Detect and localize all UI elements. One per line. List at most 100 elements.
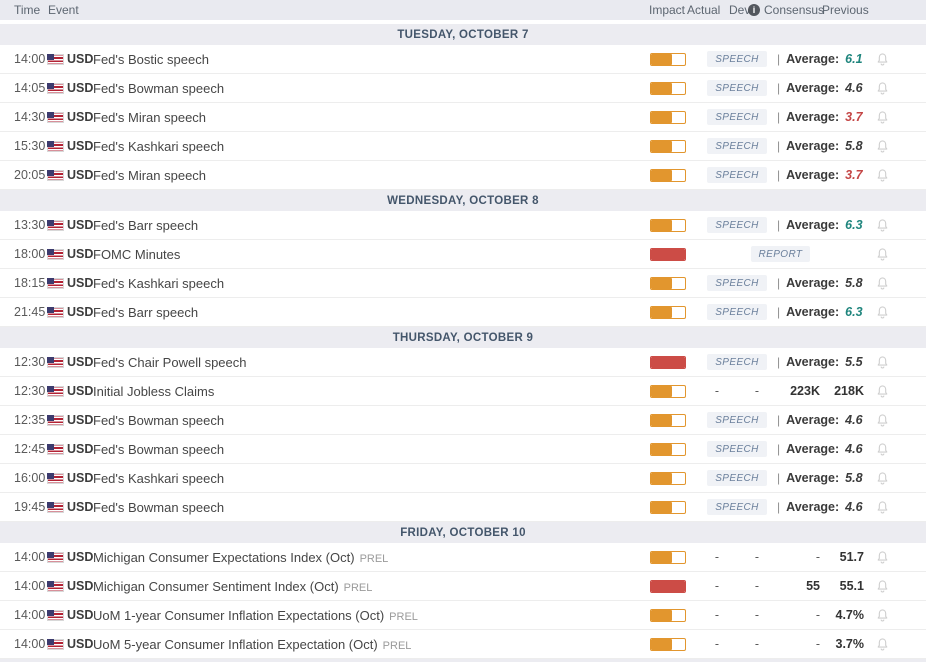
badge-wrap: SPEECH (697, 80, 777, 96)
notification-bell-button[interactable] (864, 579, 900, 594)
notification-bell-button[interactable] (864, 218, 900, 233)
prel-tag: PREL (343, 581, 373, 594)
consensus-value: 55 (806, 579, 820, 593)
event-row[interactable]: 14:05 USD Fed's Bowman speech SPEECH | Averag… (0, 74, 926, 103)
badge-wrap: SPEECH (697, 499, 777, 515)
notification-bell-button[interactable] (864, 276, 900, 291)
impact-medium-indicator (650, 110, 686, 124)
event-row[interactable]: 15:30 USD Fed's Kashkari speech SPEECH | Aver… (0, 132, 926, 161)
event-name[interactable]: Fed's Kashkari speech (93, 276, 650, 291)
notification-bell-button[interactable] (864, 500, 900, 515)
notification-bell-button[interactable] (864, 355, 900, 370)
notification-bell-button[interactable] (864, 471, 900, 486)
event-row[interactable]: 14:00 USD Fed's Bostic speech SPEECH | Averag… (0, 45, 926, 74)
event-name-text: Fed's Kashkari speech (93, 138, 225, 154)
date-label: THURSDAY, OCTOBER 9 (392, 331, 534, 344)
event-name[interactable]: UoM 5-year Consumer Inflation Expectatio… (93, 637, 650, 652)
event-name-text: Initial Jobless Claims (93, 383, 215, 399)
event-row[interactable]: 12:45 USD Fed's Bowman speech SPEECH | Averag… (0, 435, 926, 464)
event-row[interactable]: 14:00 USD Michigan Consumer Expectations I… (0, 543, 926, 572)
notification-bell-button[interactable] (864, 247, 900, 262)
notification-bell-button[interactable] (864, 139, 900, 154)
us-flag-icon (47, 609, 64, 621)
event-name[interactable]: Michigan Consumer Expectations Index (Oc… (93, 550, 650, 565)
average-group: | Average: 5.5 (777, 355, 864, 369)
event-name[interactable]: Fed's Chair Powell speech (93, 355, 650, 370)
event-row[interactable]: 21:45 USD Fed's Barr speech SPEECH | Average:… (0, 298, 926, 327)
event-name[interactable]: Fed's Bowman speech (93, 81, 650, 96)
notification-bell-button[interactable] (864, 305, 900, 320)
event-time: 14:30 (14, 110, 46, 124)
bell-icon (877, 110, 887, 123)
event-name[interactable]: Fed's Kashkari speech (93, 139, 650, 154)
event-name[interactable]: Fed's Bowman speech (93, 442, 650, 457)
bell-icon (877, 442, 887, 455)
event-time: 14:05 (14, 81, 46, 95)
event-name-text: Fed's Bowman speech (93, 499, 225, 515)
values-group: SPEECH | Average: 5.8 (697, 275, 864, 291)
event-name[interactable]: Fed's Kashkari speech (93, 471, 650, 486)
event-row[interactable]: 14:30 USD Fed's Miran speech SPEECH | Average… (0, 103, 926, 132)
event-row[interactable]: 18:15 USD Fed's Kashkari speech SPEECH | Aver… (0, 269, 926, 298)
event-row[interactable]: 12:30 USD Initial Jobless Claims - - 223K 218K (0, 377, 926, 406)
notification-bell-button[interactable] (864, 52, 900, 67)
event-row[interactable]: 20:05 USD Fed's Miran speech SPEECH | Average… (0, 161, 926, 190)
event-row[interactable]: 14:00 USD Michigan Consumer Sentiment Inde… (0, 572, 926, 601)
average-group: | Average: 5.8 (777, 139, 864, 153)
average-value: 6.1 (845, 52, 863, 66)
event-row[interactable]: 13:30 USD Fed's Barr speech SPEECH | Average:… (0, 211, 926, 240)
currency-code: USD (67, 471, 94, 485)
previous-value: 4.7% (835, 608, 865, 622)
us-flag-icon (47, 551, 64, 563)
notification-bell-button[interactable] (864, 550, 900, 565)
notification-bell-button[interactable] (864, 110, 900, 125)
event-row[interactable]: 19:45 USD Fed's Bowman speech SPEECH | Averag… (0, 493, 926, 522)
currency-code: USD (67, 608, 94, 622)
event-row[interactable]: 12:30 USD Fed's Chair Powell speech SPEECH |… (0, 348, 926, 377)
event-name-text: Fed's Chair Powell speech (93, 354, 247, 370)
event-row[interactable]: 14:00 USD UoM 1-year Consumer Inflation Ex… (0, 601, 926, 630)
notification-bell-button[interactable] (864, 384, 900, 399)
notification-bell-button[interactable] (864, 413, 900, 428)
event-row[interactable]: 16:00 USD Fed's Kashkari speech SPEECH | Aver… (0, 464, 926, 493)
deviation-value: - (754, 637, 760, 651)
event-row[interactable]: 18:00 USD FOMC Minutes REPORT (0, 240, 926, 269)
average-label: Average: (786, 168, 840, 182)
notification-bell-button[interactable] (864, 608, 900, 623)
event-name-text: Michigan Consumer Expectations Index (Oc… (93, 549, 355, 565)
event-name[interactable]: Fed's Miran speech (93, 110, 650, 125)
notification-bell-button[interactable] (864, 637, 900, 652)
us-flag-icon (47, 277, 64, 289)
event-name[interactable]: Fed's Barr speech (93, 305, 650, 320)
us-flag-icon (47, 501, 64, 513)
event-name[interactable]: UoM 1-year Consumer Inflation Expectatio… (93, 608, 650, 623)
actual-value: - (714, 550, 720, 564)
currency-code: USD (67, 355, 94, 369)
event-name[interactable]: FOMC Minutes (93, 247, 650, 262)
divider: | (777, 81, 781, 95)
notification-bell-button[interactable] (864, 81, 900, 96)
event-name[interactable]: Michigan Consumer Sentiment Index (Oct) P… (93, 579, 650, 594)
event-name[interactable]: Fed's Barr speech (93, 218, 650, 233)
event-name[interactable]: Fed's Bowman speech (93, 500, 650, 515)
currency-code: USD (67, 413, 94, 427)
calendar-body: TUESDAY, OCTOBER 7 14:00 USD Fed's Bostic s… (0, 24, 926, 659)
event-name[interactable]: Fed's Bowman speech (93, 413, 650, 428)
event-row[interactable]: 14:00 USD UoM 5-year Consumer Inflation Ex… (0, 630, 926, 659)
dev-info-icon[interactable]: i (748, 4, 760, 16)
event-name-text: UoM 5-year Consumer Inflation Expectatio… (93, 636, 378, 652)
event-name[interactable]: Fed's Miran speech (93, 168, 650, 183)
bell-icon (877, 81, 887, 94)
divider: | (777, 500, 781, 514)
event-row[interactable]: 12:35 USD Fed's Bowman speech SPEECH | Averag… (0, 406, 926, 435)
us-flag-icon (47, 248, 64, 260)
notification-bell-button[interactable] (864, 168, 900, 183)
notification-bell-button[interactable] (864, 442, 900, 457)
us-flag-icon (47, 219, 64, 231)
event-time: 13:30 (14, 218, 46, 232)
date-label: WEDNESDAY, OCTOBER 8 (387, 194, 539, 207)
event-name[interactable]: Fed's Bostic speech (93, 52, 650, 67)
speech-badge: SPEECH (707, 304, 767, 320)
event-name[interactable]: Initial Jobless Claims (93, 384, 650, 399)
badge-wrap: SPEECH (697, 167, 777, 183)
